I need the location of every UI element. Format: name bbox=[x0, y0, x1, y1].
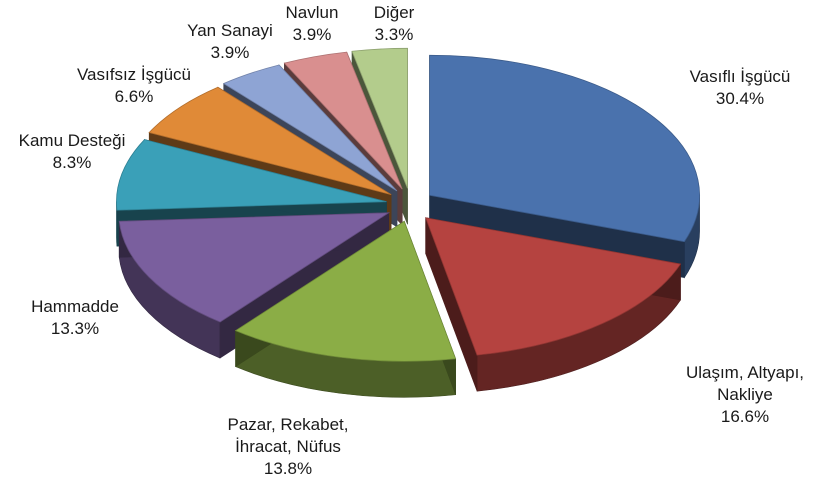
slice-3 bbox=[118, 212, 391, 323]
slice-6 bbox=[222, 64, 398, 192]
slice-label-1: Ulaşım, Altyapı, Nakliye 16.6% bbox=[686, 363, 804, 426]
slice-8 bbox=[351, 47, 408, 189]
slice-1 bbox=[425, 217, 682, 356]
slice-name-0-0: Vasıflı İşgücü bbox=[690, 67, 791, 86]
slice-7 bbox=[283, 51, 403, 190]
slice-value-7: 3.9% bbox=[293, 25, 332, 44]
slice-label-5: Vasıfsız İşgücü 6.6% bbox=[77, 65, 191, 106]
slice-label-8: Diğer 3.3% bbox=[374, 3, 415, 44]
slice-5 bbox=[148, 86, 392, 195]
slice-value-3: 13.3% bbox=[51, 319, 99, 338]
slice-value-8: 3.3% bbox=[375, 25, 414, 44]
slice-label-4: Kamu Desteği 8.3% bbox=[19, 131, 126, 172]
slice-value-4: 8.3% bbox=[53, 153, 92, 172]
slice-name-6-0: Yan Sanayi bbox=[187, 21, 273, 40]
slice-name-5-0: Vasıfsız İşgücü bbox=[77, 65, 191, 84]
slice-name-2-0: Pazar, Rekabet, bbox=[228, 415, 349, 434]
slice-name-3-0: Hammadde bbox=[31, 297, 119, 316]
slice-label-3: Hammadde 13.3% bbox=[31, 297, 119, 338]
slice-name-4-0: Kamu Desteği bbox=[19, 131, 126, 150]
slice-name-1-0: Ulaşım, Altyapı, bbox=[686, 363, 804, 382]
slice-value-2: 13.8% bbox=[264, 459, 312, 478]
slice-value-1: 16.6% bbox=[721, 407, 769, 426]
slice-value-6: 3.9% bbox=[211, 43, 250, 62]
slice-tops bbox=[116, 47, 700, 362]
slice-name-7-0: Navlun bbox=[286, 3, 339, 22]
slice-label-6: Yan Sanayi 3.9% bbox=[187, 21, 273, 62]
slice-value-0: 30.4% bbox=[716, 89, 764, 108]
slice-name-1-1: Nakliye bbox=[717, 385, 773, 404]
slice-value-5: 6.6% bbox=[115, 87, 154, 106]
slice-name-8-0: Diğer bbox=[374, 3, 415, 22]
slice-label-0: Vasıflı İşgücü 30.4% bbox=[690, 67, 791, 108]
slice-4 bbox=[116, 139, 387, 211]
slice-label-7: Navlun 3.9% bbox=[286, 3, 339, 44]
slice-0 bbox=[429, 54, 700, 243]
slice-name-2-1: İhracat, Nüfus bbox=[235, 437, 341, 456]
slice-labels: Vasıflı İşgücü 30.4% Ulaşım, Altyapı, Nakli… bbox=[19, 3, 804, 478]
slice-2 bbox=[234, 220, 457, 362]
slice-label-2: Pazar, Rekabet, İhracat, Nüfus 13.8% bbox=[228, 415, 349, 478]
